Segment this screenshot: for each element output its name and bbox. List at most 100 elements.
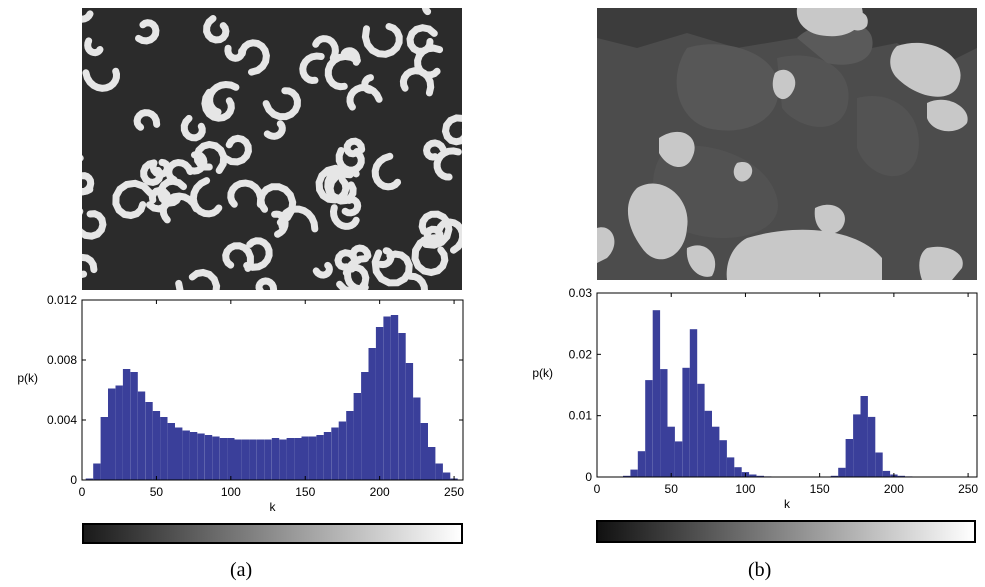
pattern-stripe [201,88,235,122]
pattern-stripe [165,158,194,184]
pattern-stripe [222,134,252,166]
pattern-stripe [82,67,121,92]
histogram-bar [234,439,242,480]
histogram-bar [726,457,735,477]
histogram-bar [264,439,272,480]
y-tick-label: 0.01 [569,409,593,423]
histogram-bar [674,441,683,477]
pattern-stripe [441,114,462,146]
histogram-bar [346,411,354,480]
histogram-bar [249,439,257,480]
histogram-bar [645,380,653,477]
y-tick-label: 0.008 [47,353,77,367]
pattern-stripe [433,147,462,181]
histogram-bar [323,432,332,480]
pattern-stripe [112,179,154,220]
y-tick-label: 0.012 [47,293,77,307]
pattern-stripe [222,242,254,272]
plot-frame [596,292,978,478]
pattern-stripe [406,272,428,290]
pattern-stripe [312,261,333,279]
histogram-bar [689,329,698,477]
histogram-bar [442,472,451,480]
x-tick-label: 200 [370,485,390,499]
histogram-bar [219,438,228,480]
y-tick-label: 0 [585,470,592,484]
pattern-stripe [340,47,361,66]
pattern-stripe [418,210,453,249]
histogram-bar [368,348,376,480]
histogram-bar [227,438,235,480]
pattern-stripe [140,159,164,186]
caption-a: (a) [230,559,253,581]
x-tick-label: 0 [594,482,601,496]
labyrinth-pattern-image [82,8,462,290]
x-tick-label: 100 [735,482,755,496]
x-tick-label: 150 [295,485,315,499]
pattern-stripe [271,210,289,238]
histogram-bar [361,372,369,480]
histogram-bar [882,470,891,477]
x-tick-label: 100 [221,485,241,499]
pattern-stripe [255,277,278,290]
histogram-bar [137,391,146,480]
histogram-bar [108,388,116,480]
histogram-bar [182,430,190,480]
histogram-bar [630,469,638,477]
histogram-bar [316,435,324,480]
histogram-bar [175,427,183,480]
histogram-bar [719,440,727,477]
pattern-stripe [82,253,98,278]
labyrinth-pattern-svg [82,8,462,290]
histogram-bar [100,417,108,480]
y-axis-label: p(k) [532,366,553,380]
caption-b: (b) [748,559,772,581]
y-tick-label: 0 [70,473,77,487]
histogram-bar [637,451,646,477]
x-tick-label: 250 [958,482,978,496]
histogram-bar [353,393,361,480]
pattern-stripe [299,52,325,85]
histogram-bar [212,436,220,480]
y-tick-label: 0.03 [569,286,593,300]
histogram-bar [897,475,905,477]
pattern-stripe [203,15,230,44]
pattern-stripe [238,39,270,76]
pattern-stripe [82,208,107,240]
x-tick-label: 50 [665,482,679,496]
pattern-stripe [335,147,365,174]
grayscale-bar-b [596,520,976,543]
pattern-stripe [82,155,94,196]
histogram-bar [204,435,213,480]
histogram-bar [189,432,198,480]
histogram-bar [383,316,391,480]
pattern-stripe [371,249,413,287]
histogram-bar [256,439,265,480]
pattern-stripe [263,120,286,140]
pattern-stripe [312,35,339,62]
histogram-bar [435,463,443,480]
histogram-bar [242,439,250,480]
histogram-bar [271,438,280,480]
histogram-bar [704,410,712,477]
pattern-stripe [149,158,171,178]
pattern-stripe [187,150,208,175]
histogram-bar [756,475,764,477]
histogram-bar [279,439,287,480]
histogram-bar [115,385,123,480]
histogram-bar [652,310,661,477]
pattern-stripe [84,37,104,57]
histogram-bar [167,423,175,480]
histogram-bar [390,315,399,480]
x-tick-label: 150 [810,482,830,496]
histogram-bar [130,372,138,480]
histogram-bar [309,436,317,480]
pattern-stripe [346,83,383,111]
pattern-stripe [435,218,462,254]
histogram-bar [405,363,414,480]
x-axis-label: k [784,497,791,511]
histogram-bar [660,369,668,477]
pattern-stripe [157,177,187,207]
